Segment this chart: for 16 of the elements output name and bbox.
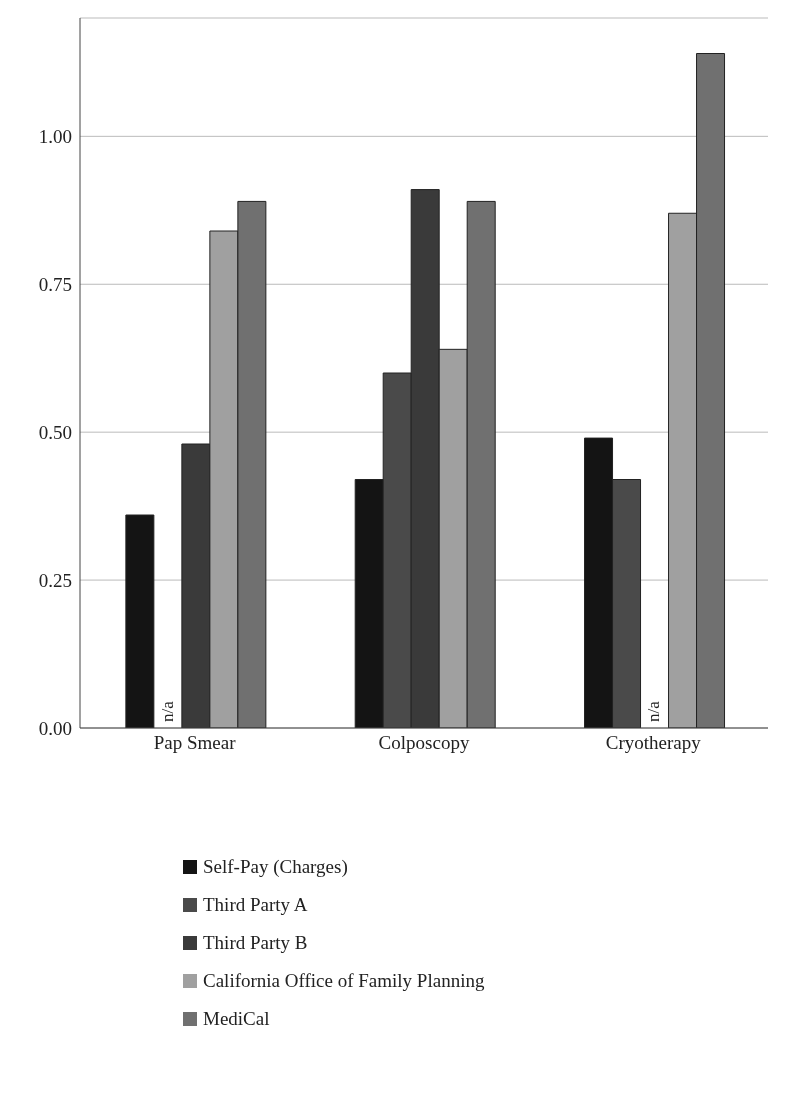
legend-label: Third Party A: [203, 893, 308, 917]
x-tick-label: Colposcopy: [378, 732, 470, 754]
legend-label: Self-Pay (Charges): [203, 855, 348, 879]
x-tick-label: Cryotherapy: [605, 732, 702, 754]
legend-label: California Office of Family Planning: [203, 969, 485, 993]
legend-label: Third Party B: [203, 931, 308, 955]
legend-label: MediCal: [203, 1007, 270, 1031]
annotation: n/a: [644, 700, 664, 722]
bar: [125, 514, 155, 728]
y-tick-label: 0.75: [38, 273, 72, 295]
annotation: n/a: [158, 700, 178, 722]
y-tick-label: 1.00: [38, 126, 72, 148]
y-tick-label: 0.00: [38, 717, 72, 739]
y-tick-label: 0.50: [38, 421, 72, 443]
y-tick-label: 0.25: [38, 569, 72, 591]
x-tick-label: Pap Smear: [153, 732, 237, 754]
